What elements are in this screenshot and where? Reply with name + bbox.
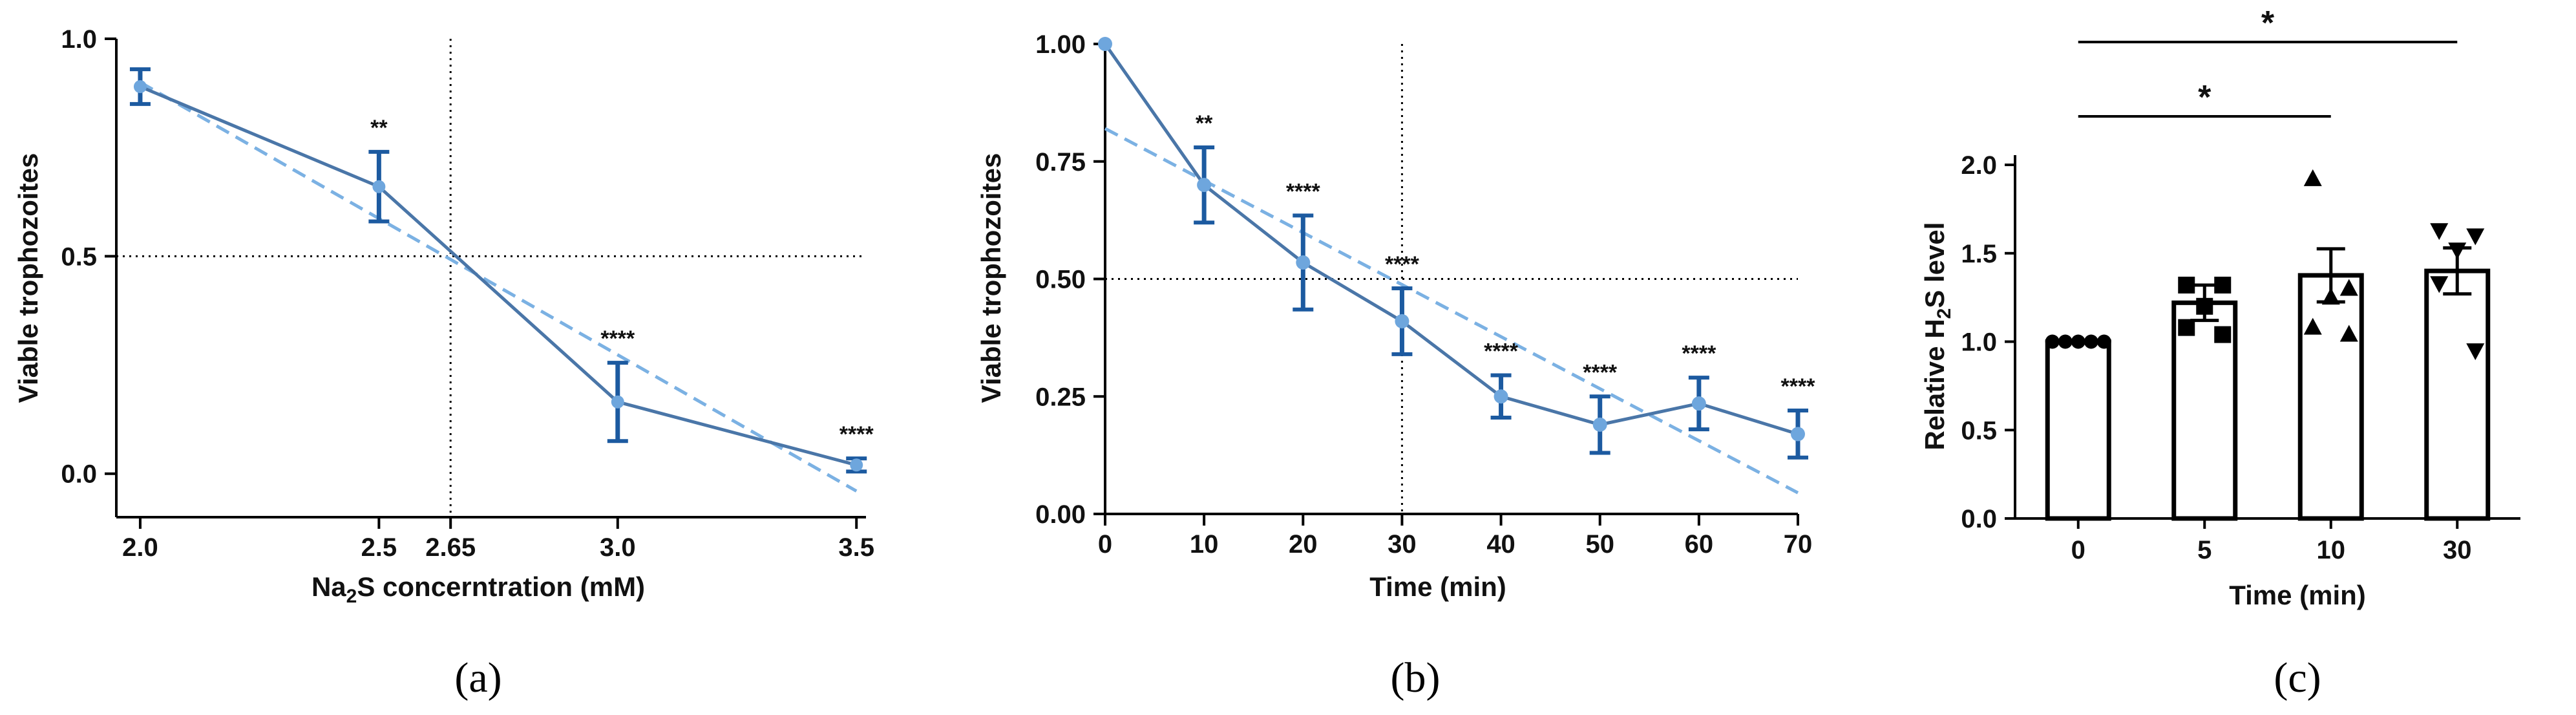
panel-c-data-point [2430,223,2449,240]
panel-b-x-tick-label: 50 [1585,530,1614,559]
panel-c-data-point [2466,343,2485,361]
panel-b: 0.000.250.500.751.000 10 20 30 40 50 60 70 ****… [976,30,1815,701]
panel-c: 0.0 0.5 1.0 1.5 2.0 0 5 10 30 * * Relative H2S le… [1919,5,2520,701]
panel-b-y-tick-label: 0.75 [1035,148,1086,176]
panel-c-data-point [2084,334,2098,349]
panel-a-y-label: Viable trophozoites [13,153,43,403]
panel-c-data-point [2303,317,2322,335]
panel-a-x-tick-label: 2.5 [361,533,397,562]
panel-c-y-tick-label: 0.0 [1961,505,1997,533]
panel-a-label: (a) [454,654,501,701]
panel-c-data-point [2303,169,2322,186]
panel-c-y-label: Relative H2S level [1919,222,1955,451]
panel-b-label: (b) [1391,654,1441,701]
panel-b-y-tick-label: 0.50 [1035,266,1086,294]
panel-b-y-tick-label: 1.00 [1035,30,1086,59]
panel-c-x-tick-label: 5 [2197,536,2212,564]
panel-c-data-point [2430,276,2449,293]
panel-c-label: (c) [2274,654,2321,701]
panel-b-series-line [1103,43,1799,436]
panel-b-y-tick-label: 0.00 [1035,500,1086,529]
panel-a-x-label: Na2S concerntration (mM) [311,571,645,607]
panel-c-data-point [2045,334,2060,349]
panel-b-significance-label: **** [1385,252,1420,277]
panel-b-data-point [1296,255,1311,270]
panel-c-data-point [2339,325,2358,342]
panel-c-significance-label: * [2261,5,2275,42]
panel-b-x-tick-label: 40 [1486,530,1515,559]
panel-b-x-tick-label: 30 [1388,530,1417,559]
panel-b-x-tick-label: 0 [1098,530,1112,559]
panel-b-significance-label: **** [1583,360,1618,385]
panel-c-data-point [2071,334,2085,349]
panel-a-data-point [372,180,386,193]
panel-b-y-label: Viable trophozoites [976,153,1006,403]
panel-b-significance-label: **** [1682,341,1716,366]
panel-c-data-point [2096,334,2111,349]
panel-c-data-point [2058,334,2073,349]
panel-c-data-point [2214,276,2232,293]
panel-a-y-tick-label: 0.0 [61,460,97,489]
panel-a-significance-label: ** [370,116,388,140]
panel-b-data-point [1197,178,1212,193]
panel-c-significance-label: * [2198,79,2212,116]
panel-a-x-tick-label: 3.5 [838,533,874,562]
panel-a-y-tick-label: 1.0 [61,25,97,54]
panel-a-x-tick-label: 2.0 [122,533,158,562]
panel-a: 0.00.51.02.0 2.5 3.0 3.52.65 ********** Via… [13,25,874,701]
panel-b-data-point [1395,314,1409,328]
panel-c-y-tick-label: 0.5 [1961,416,1997,445]
panel-b-significance-label: **** [1484,339,1519,364]
panel-c-x-label: Time (min) [2229,580,2366,610]
panel-b-x-tick-label: 60 [1685,530,1714,559]
panel-b-x-tick-label: 20 [1289,530,1318,559]
panel-a-significance-label: **** [839,422,874,447]
panel-c-y-tick-label: 1.0 [1961,328,1997,357]
panel-c-data-point [2196,297,2213,315]
panel-a-data-point [611,395,624,409]
panel-c-bar [2297,273,2364,521]
panel-a-series-line [139,85,857,467]
panel-a-significance-label: **** [600,326,635,351]
panel-c-data-point [2321,288,2340,305]
panel-a-data-point [850,458,863,472]
panel-c-x-tick-label: 10 [2317,536,2346,564]
panel-a-x-tick-label: 2.65 [425,533,476,562]
panel-b-x-label: Time (min) [1369,571,1506,602]
panel-c-data-point [2466,228,2485,246]
panel-b-x-tick-label: 10 [1190,530,1219,559]
panel-b-x-tick-label: 70 [1784,530,1813,559]
panel-b-data-point [1592,417,1607,432]
panel-a-x-tick-label: 3.0 [600,533,636,562]
panel-b-significance-label: **** [1781,374,1816,399]
panel-b-data-point [1691,396,1706,411]
panel-b-significance-label: **** [1286,179,1321,204]
panel-c-data-point [2178,319,2195,336]
panel-a-data-point [133,80,147,93]
panel-c-bar [2424,268,2491,521]
panel-c-x-tick-label: 30 [2443,536,2472,564]
panel-b-significance-label: ** [1196,111,1213,136]
panel-c-data-point [2448,242,2467,260]
panel-a-y-tick-label: 0.5 [61,242,97,271]
panel-c-y-tick-label: 2.0 [1961,151,1997,180]
panel-c-data-point [2178,276,2195,293]
panel-c-y-tick-label: 1.5 [1961,240,1997,268]
panel-c-data-point [2339,279,2358,296]
panel-c-bar [2045,339,2111,521]
panel-c-x-tick-label: 0 [2071,536,2085,564]
panel-b-data-point [1494,389,1508,404]
panel-a-fit-line [139,81,858,493]
panel-c-data-point [2214,326,2232,343]
panel-b-y-tick-label: 0.25 [1035,383,1086,411]
panel-b-data-point [1098,37,1112,51]
panel-b-data-point [1791,427,1805,442]
